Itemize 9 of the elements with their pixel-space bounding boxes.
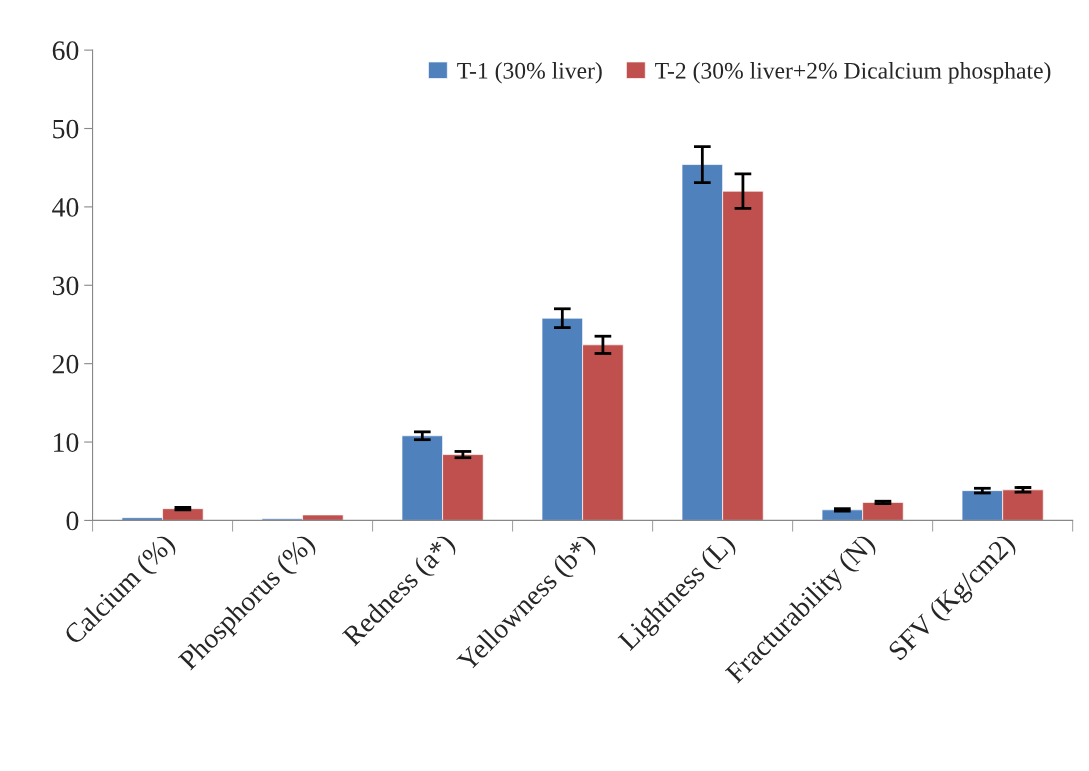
legend-label: T-1 (30% liver) bbox=[457, 62, 602, 84]
y-tick-label: 20 bbox=[52, 354, 79, 374]
y-tick-label: 10 bbox=[54, 433, 79, 452]
y-tick-label: 40 bbox=[52, 198, 79, 217]
y-tick-label: 50 bbox=[53, 119, 79, 139]
y-tick-label: 60 bbox=[52, 41, 79, 61]
y-tick-label: 30 bbox=[52, 276, 79, 296]
legend-label: T-2 (30% liver+2% Dicalcium phosphate) bbox=[655, 62, 1051, 84]
y-tick-label: 0 bbox=[66, 511, 79, 531]
